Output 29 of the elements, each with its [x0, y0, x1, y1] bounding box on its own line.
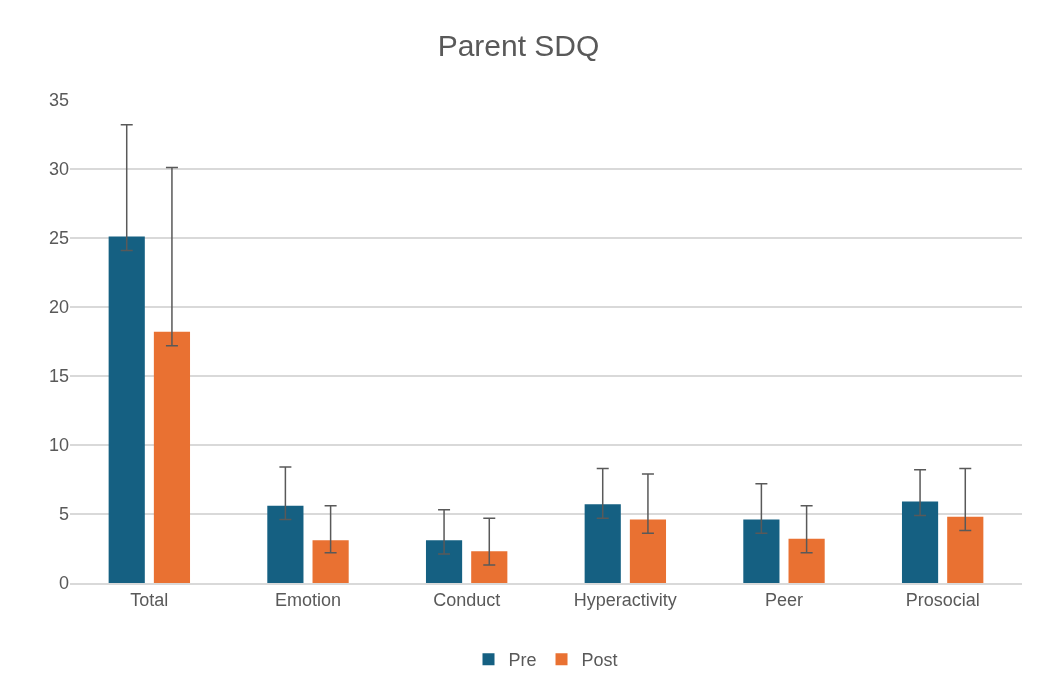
legend-label: Post	[581, 650, 618, 671]
x-tick-label: Total	[130, 590, 169, 611]
y-tick-label: 0	[58, 573, 69, 594]
y-tick-label: 15	[48, 366, 69, 387]
x-tick-label: Conduct	[433, 590, 501, 611]
bar	[947, 516, 984, 583]
x-tick-label: Peer	[764, 590, 804, 611]
bar	[312, 540, 349, 583]
bar	[153, 331, 191, 583]
y-tick-label: 35	[48, 90, 69, 111]
x-tick-label: Hyperactivity	[573, 590, 677, 611]
y-tick-label: 10	[48, 435, 69, 456]
bar	[108, 236, 145, 583]
y-tick-label: 30	[48, 159, 69, 180]
y-tick-label: 25	[48, 228, 69, 249]
y-tick-label: 5	[58, 504, 69, 525]
bar	[788, 538, 825, 583]
bar	[743, 519, 780, 583]
legend-label: Pre	[508, 650, 537, 671]
bar	[267, 505, 304, 583]
x-tick-label: Prosocial	[905, 590, 980, 611]
bar	[584, 504, 621, 583]
chart-title: Parent SDQ	[437, 28, 600, 62]
bar	[629, 519, 667, 583]
bar	[471, 551, 508, 583]
bar	[901, 501, 939, 583]
bar	[425, 540, 463, 583]
x-tick-label: Emotion	[274, 590, 342, 611]
y-tick-label: 20	[48, 297, 69, 318]
